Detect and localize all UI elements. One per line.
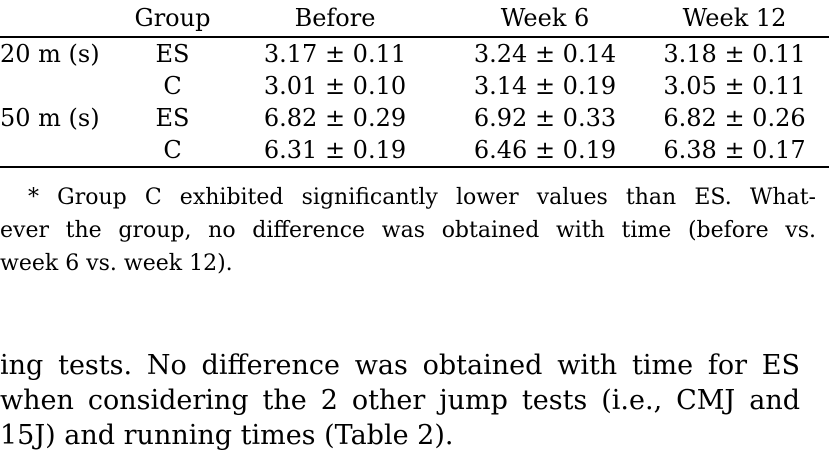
value-cell: 3.24 ± 0.14 [473,40,617,68]
col-header-week6: Week 6 [500,4,590,32]
value-cell: 6.82 ± 0.29 [263,104,407,132]
value-cell: 6.92 ± 0.33 [473,104,617,132]
value-cell: 6.82 ± 0.26 [663,104,806,132]
body-line: ing tests. No difference was obtained wi… [0,350,800,381]
col-header-group: Group [134,4,211,32]
col-header-week12: Week 12 [682,4,787,32]
body-paragraph: ing tests. No difference was obtained wi… [0,348,800,453]
table-header-row: Group Before Week 6 Week 12 [0,0,829,38]
footnote-line: * Group C exhibited significantly lower … [28,185,816,210]
table-row: C 3.01 ± 0.10 3.14 ± 0.19 3.05 ± 0.11 [0,70,829,102]
value-cell: 3.05 ± 0.11 [663,72,806,100]
value-cell: 6.31 ± 0.19 [263,136,407,164]
results-table: Group Before Week 6 Week 12 20 m (s) ES … [0,0,829,168]
value-cell: 3.14 ± 0.19 [473,72,617,100]
body-line: 15J) and running times (Table 2). [0,420,454,451]
row-label: 20 m (s) [0,40,100,68]
value-cell: 6.46 ± 0.19 [473,136,617,164]
group-cell: C [163,136,182,164]
footnote-line: ever the group, no difference was obtain… [0,218,816,243]
group-cell: ES [155,104,190,132]
group-cell: ES [155,40,190,68]
value-cell: 6.38 ± 0.17 [663,136,806,164]
footnote-line: week 6 vs. week 12). [0,251,233,276]
value-cell: 3.17 ± 0.11 [263,40,407,68]
value-cell: 3.18 ± 0.11 [663,40,806,68]
table-row: 50 m (s) ES 6.82 ± 0.29 6.92 ± 0.33 6.82… [0,102,829,134]
group-cell: C [163,72,182,100]
value-cell: 3.01 ± 0.10 [263,72,407,100]
table-row: 20 m (s) ES 3.17 ± 0.11 3.24 ± 0.14 3.18… [0,38,829,70]
table-row: C 6.31 ± 0.19 6.46 ± 0.19 6.38 ± 0.17 [0,134,829,168]
col-header-before: Before [294,4,376,32]
table-footnote: * Group C exhibited significantly lower … [0,181,816,280]
row-label: 50 m (s) [0,104,100,132]
body-line: when considering the 2 other jump tests … [0,385,800,416]
